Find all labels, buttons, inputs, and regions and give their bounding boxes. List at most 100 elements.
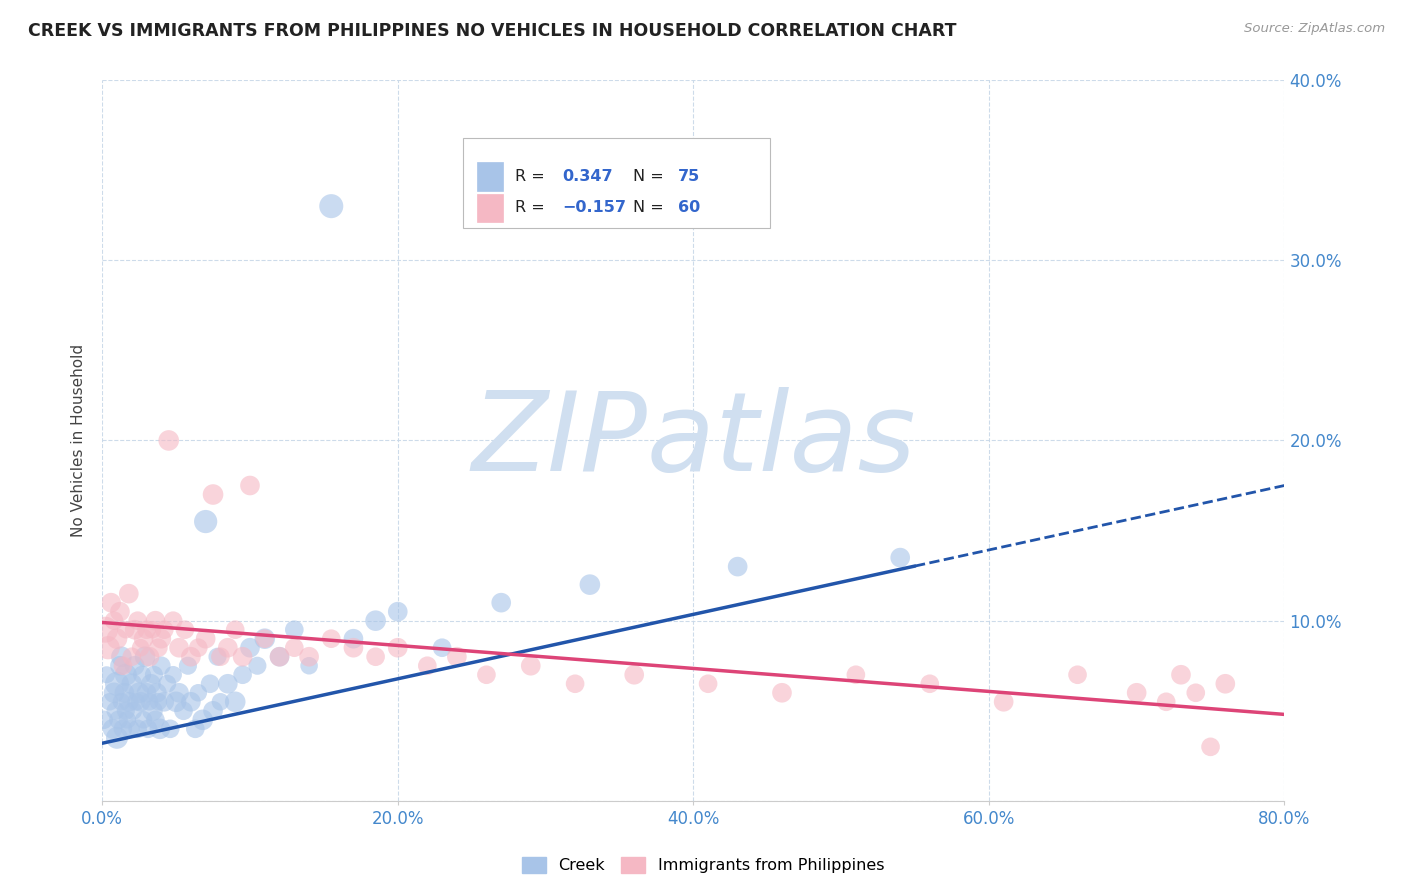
Point bbox=[1125, 686, 1147, 700]
Point bbox=[134, 649, 156, 664]
Point bbox=[202, 487, 225, 501]
Point bbox=[124, 623, 146, 637]
Point bbox=[198, 677, 221, 691]
Point bbox=[993, 695, 1015, 709]
Point bbox=[129, 640, 152, 655]
Point bbox=[1170, 667, 1192, 681]
Point bbox=[194, 515, 217, 529]
Point bbox=[132, 713, 155, 727]
Point bbox=[520, 658, 543, 673]
Point bbox=[174, 623, 197, 637]
Point bbox=[177, 658, 200, 673]
Point bbox=[165, 695, 187, 709]
Point bbox=[918, 677, 941, 691]
Point bbox=[269, 649, 291, 664]
Point bbox=[121, 649, 143, 664]
Point bbox=[145, 713, 167, 727]
Point bbox=[135, 623, 157, 637]
Point bbox=[194, 632, 217, 646]
Point bbox=[232, 649, 254, 664]
Point bbox=[97, 640, 120, 655]
Point bbox=[136, 722, 159, 736]
Point bbox=[110, 695, 132, 709]
Point bbox=[342, 632, 364, 646]
Point bbox=[117, 713, 139, 727]
Point bbox=[489, 596, 512, 610]
Point bbox=[187, 686, 209, 700]
Point bbox=[138, 695, 160, 709]
Point bbox=[180, 695, 202, 709]
Point bbox=[148, 695, 170, 709]
Point bbox=[430, 640, 453, 655]
Point bbox=[209, 649, 232, 664]
Point bbox=[246, 658, 269, 673]
Point bbox=[202, 704, 225, 718]
Point bbox=[224, 623, 246, 637]
Text: N =: N = bbox=[633, 169, 669, 184]
Text: R =: R = bbox=[515, 201, 550, 216]
Point bbox=[110, 649, 132, 664]
Point bbox=[153, 695, 176, 709]
Text: 60: 60 bbox=[678, 201, 700, 216]
Bar bbox=[477, 194, 503, 222]
Point bbox=[115, 623, 138, 637]
Text: CREEK VS IMMIGRANTS FROM PHILIPPINES NO VEHICLES IN HOUSEHOLD CORRELATION CHART: CREEK VS IMMIGRANTS FROM PHILIPPINES NO … bbox=[28, 22, 956, 40]
Point bbox=[697, 677, 720, 691]
Point bbox=[105, 632, 128, 646]
Point bbox=[138, 649, 160, 664]
Point bbox=[121, 677, 143, 691]
Point bbox=[321, 199, 343, 213]
Point bbox=[239, 640, 262, 655]
Point bbox=[364, 614, 387, 628]
Point bbox=[184, 722, 207, 736]
Legend: Creek, Immigrants from Philippines: Creek, Immigrants from Philippines bbox=[516, 850, 890, 880]
Point bbox=[150, 632, 173, 646]
Point bbox=[93, 713, 115, 727]
Point bbox=[623, 667, 645, 681]
Point bbox=[387, 640, 409, 655]
Point bbox=[162, 614, 184, 628]
Point bbox=[135, 686, 157, 700]
Point bbox=[149, 722, 172, 736]
Point bbox=[98, 695, 121, 709]
Point bbox=[118, 587, 141, 601]
Point bbox=[111, 658, 134, 673]
Point bbox=[269, 649, 291, 664]
Point bbox=[100, 596, 122, 610]
Point bbox=[118, 695, 141, 709]
Point bbox=[167, 686, 190, 700]
Text: 75: 75 bbox=[678, 169, 700, 184]
Point bbox=[191, 713, 214, 727]
Point bbox=[127, 614, 149, 628]
Point bbox=[416, 658, 439, 673]
Bar bbox=[477, 162, 503, 191]
Point bbox=[156, 677, 179, 691]
Point bbox=[321, 632, 343, 646]
Point bbox=[1213, 677, 1236, 691]
Point bbox=[103, 686, 125, 700]
Point bbox=[157, 434, 180, 448]
Point bbox=[475, 667, 498, 681]
Point bbox=[253, 632, 276, 646]
Point bbox=[162, 667, 184, 681]
Point bbox=[167, 640, 190, 655]
Point bbox=[129, 695, 152, 709]
Point bbox=[131, 667, 153, 681]
Point bbox=[115, 667, 138, 681]
Text: R =: R = bbox=[515, 169, 550, 184]
Point bbox=[146, 686, 169, 700]
Point bbox=[145, 614, 167, 628]
Point bbox=[141, 704, 163, 718]
Point bbox=[108, 658, 131, 673]
Point bbox=[103, 614, 125, 628]
Point bbox=[232, 667, 254, 681]
Point bbox=[107, 713, 129, 727]
Point bbox=[173, 704, 195, 718]
Point bbox=[148, 640, 170, 655]
Point bbox=[101, 722, 124, 736]
Point bbox=[105, 677, 128, 691]
Point bbox=[94, 623, 117, 637]
Point bbox=[564, 677, 586, 691]
Point bbox=[253, 632, 276, 646]
Point bbox=[1154, 695, 1177, 709]
